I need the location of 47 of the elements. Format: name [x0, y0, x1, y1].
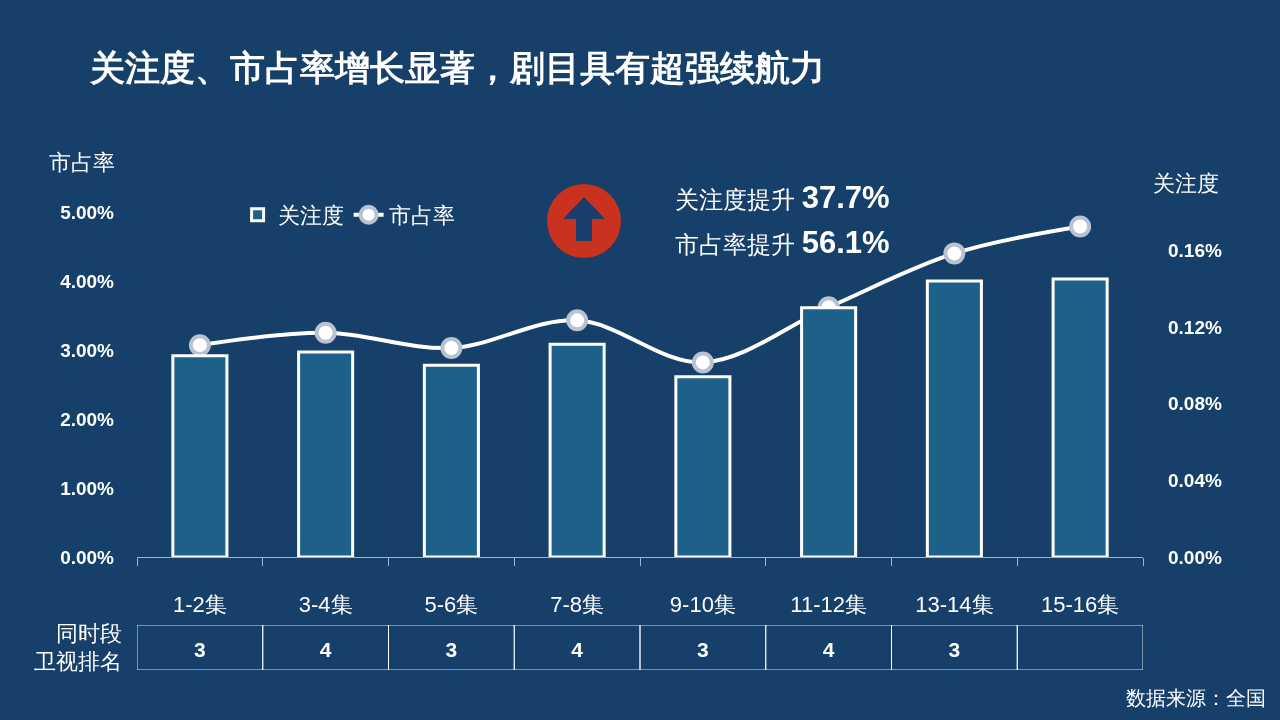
data-label: 3 [948, 638, 961, 661]
y2-tick-label: 0.12% [1168, 316, 1222, 338]
x-tick-label: 1-2集 [172, 592, 227, 618]
x-tick-label: 13-14集 [915, 592, 994, 618]
annotation: 关注度提升 37.7% [675, 180, 890, 215]
data-label: 4 [571, 638, 584, 661]
x-tick-label: 9-10集 [669, 592, 736, 618]
y-axis-title: 市占率 [49, 150, 115, 175]
x-tick-label: 3-4集 [298, 592, 353, 618]
legend-label: 关注度 [277, 203, 344, 229]
point [691, 351, 714, 374]
y-tick-label: 3.00% [60, 339, 115, 361]
y-tick-label: 1.00% [60, 477, 115, 499]
data-label: 3 [697, 638, 709, 661]
x-tick-label: 5-6集 [424, 592, 479, 618]
point [943, 242, 966, 265]
y2-tick-label: 0.00% [1168, 546, 1222, 568]
bar [674, 375, 732, 557]
point [1069, 215, 1092, 238]
data-label: 4 [822, 638, 835, 661]
bar [422, 363, 480, 557]
x-tick-label: 15-16集 [1040, 592, 1120, 618]
y-tick-label: 5.00% [60, 201, 115, 223]
point [566, 309, 589, 332]
data-label: 4 [319, 638, 332, 661]
y-tick-label: 4.00% [60, 270, 115, 292]
y-tick-label: 2.00% [60, 408, 115, 430]
annotation: 数据来源：全国 [1126, 687, 1266, 709]
y2-axis-title: 关注度 [1153, 171, 1219, 196]
chart-title: 关注度、市占率增长显著，剧目具有超强续航力 [89, 48, 825, 88]
point [440, 336, 463, 359]
x-tick-label: 11-12集 [790, 592, 867, 618]
point [188, 334, 211, 357]
x-tick-label: 7-8集 [550, 592, 605, 618]
bar [297, 350, 355, 557]
bar [1051, 277, 1109, 557]
y2-tick-label: 0.16% [1168, 239, 1222, 261]
y2-tick-label: 0.04% [1168, 469, 1222, 491]
y-tick-label: 0.00% [60, 546, 115, 568]
data-label: 3 [445, 638, 458, 661]
point [314, 321, 337, 344]
bar [925, 279, 983, 557]
legend-label: 市占率 [388, 203, 455, 229]
bar [548, 342, 606, 557]
y2-tick-label: 0.08% [1168, 393, 1222, 415]
annotation: 市占率提升 56.1% [675, 225, 890, 260]
data-label: 3 [194, 638, 206, 661]
